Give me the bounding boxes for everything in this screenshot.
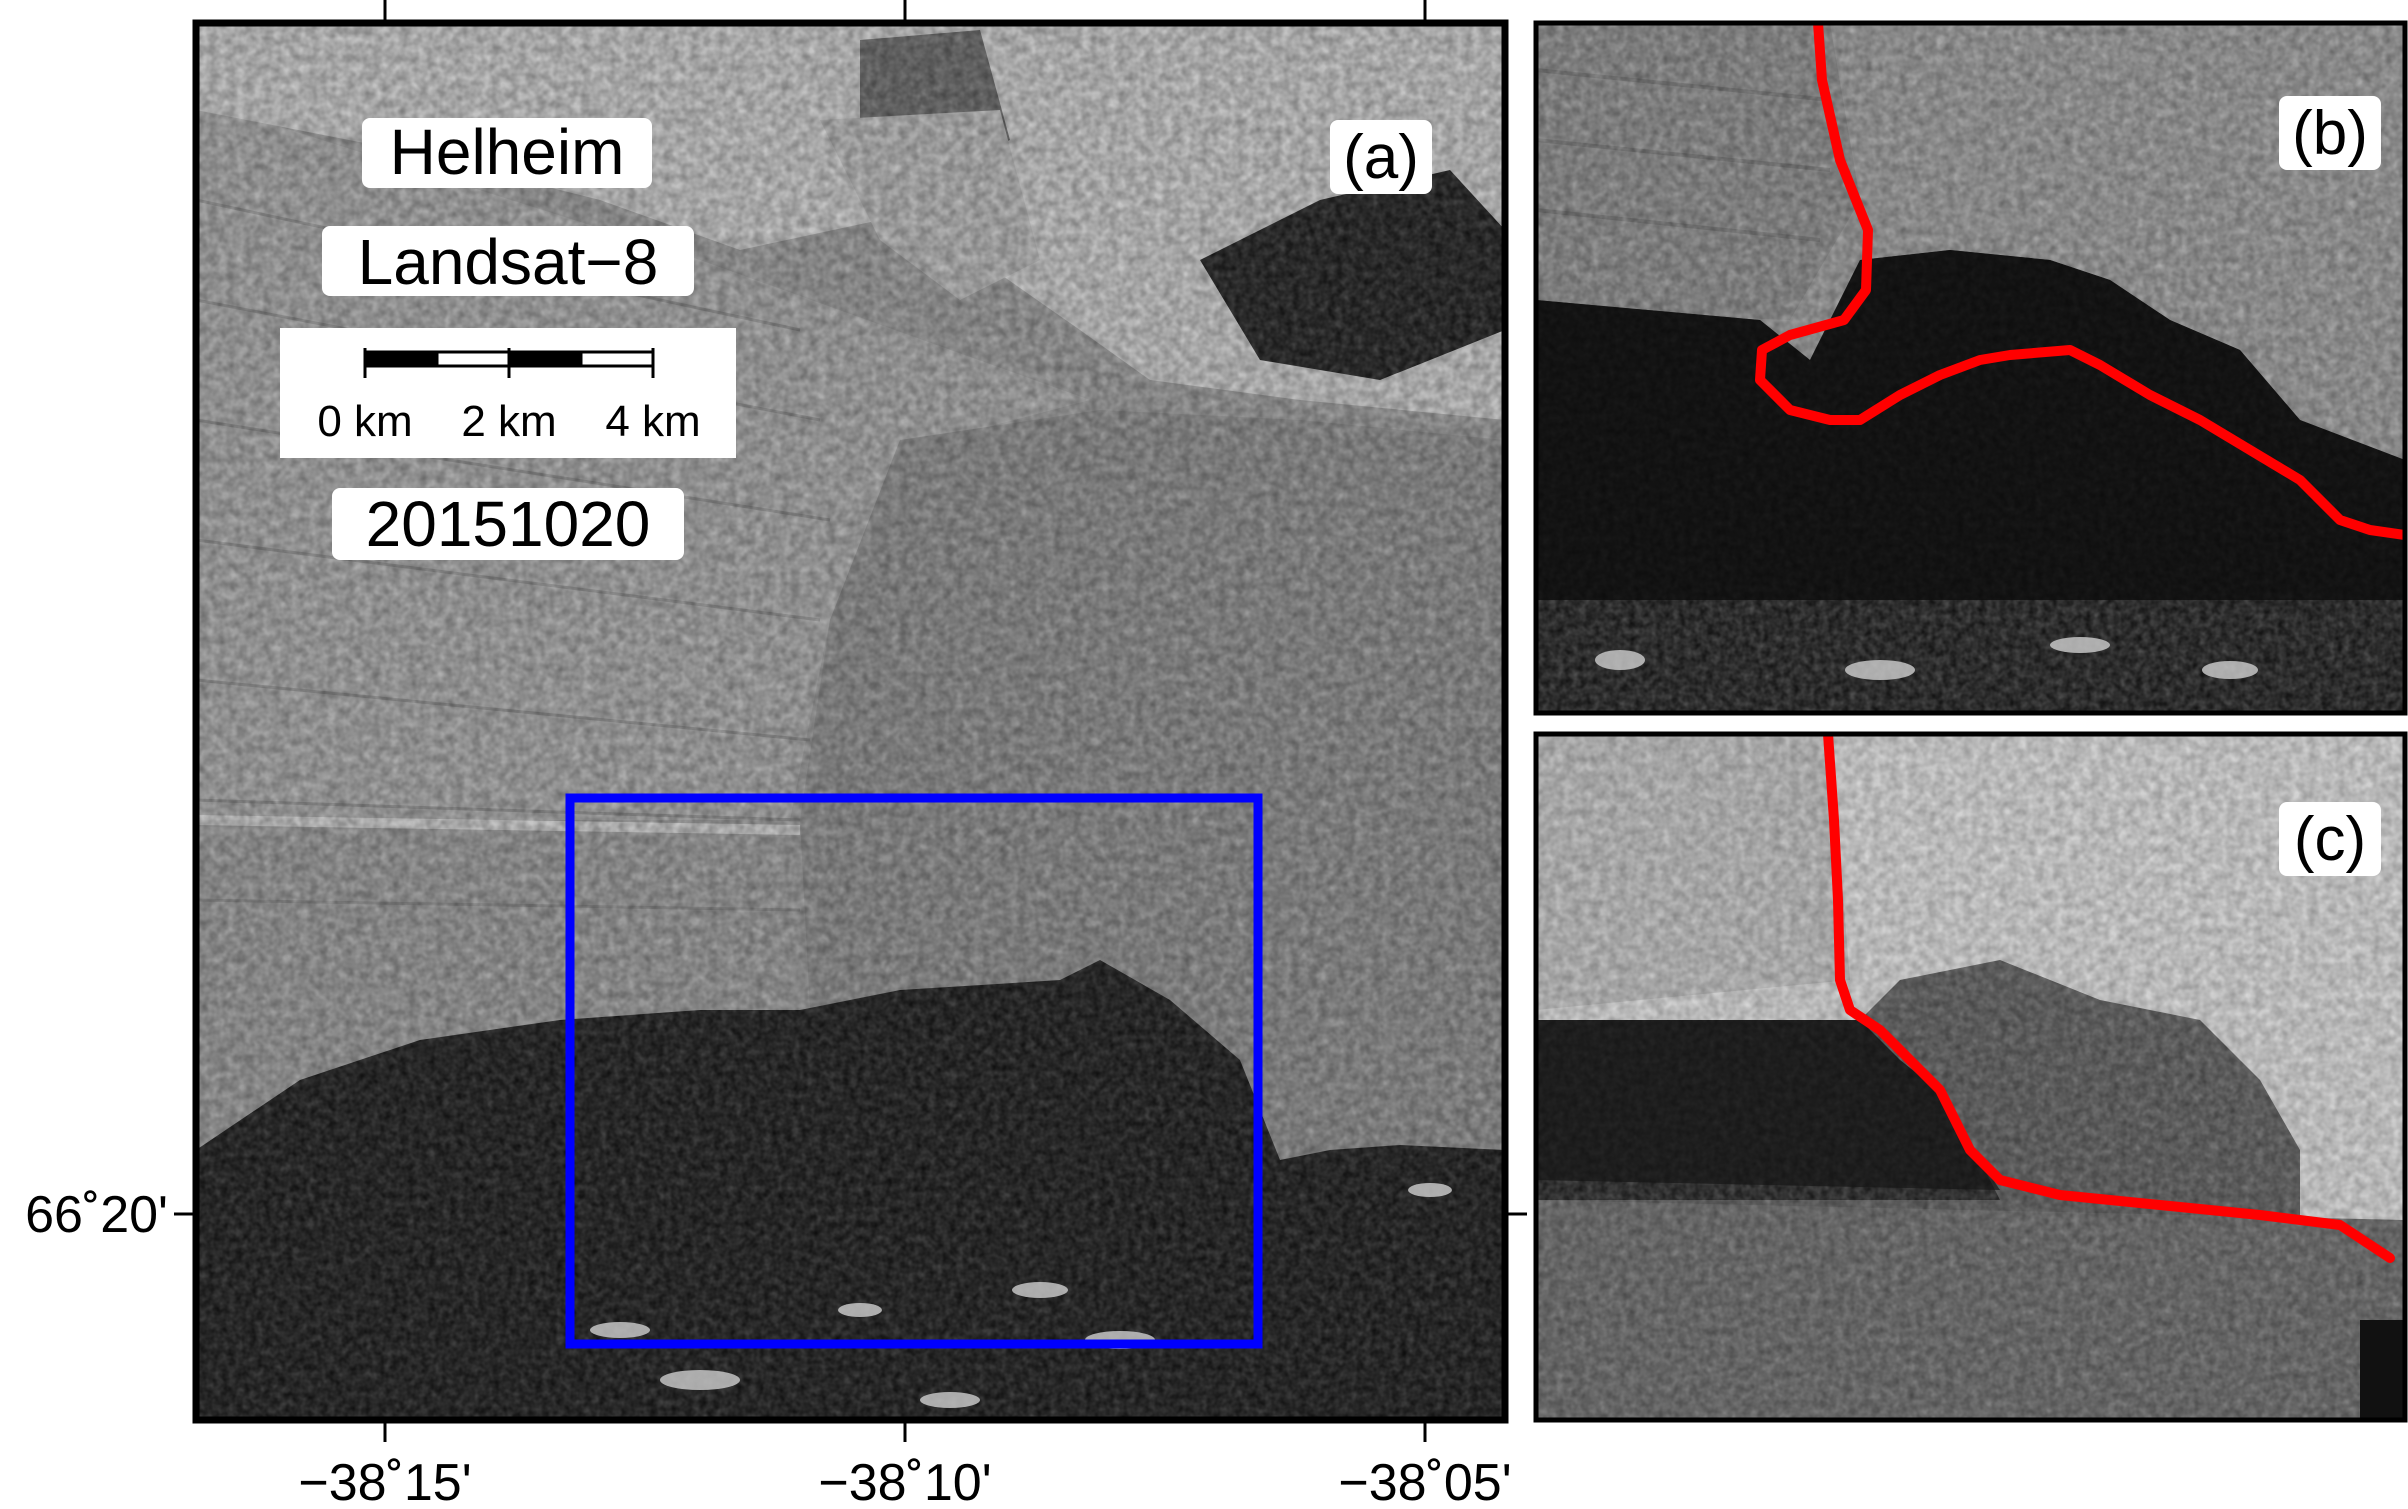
date-box [332,488,684,560]
calving-front-line-b [1755,23,2405,540]
y-tick-label: 66˚20' [25,1186,168,1244]
panel-b-label: (b) [2292,99,2368,168]
panel-a-label-box [1330,120,1432,194]
panel-c-frame [1533,731,2408,1423]
panel-c: (c) [1533,731,2408,1423]
sensor-name: Landsat−8 [358,226,659,298]
panel-b-label-box [2279,96,2381,170]
panel-a-frame [192,19,1509,1424]
inset-box [565,793,1263,1349]
calving-front-line-c [1823,734,2395,1263]
scale-label-2: 2 km [461,397,556,446]
panel-c-label-box [2279,802,2381,876]
panel-b-frame [1533,20,2408,716]
panel-c-image [1536,734,2405,1420]
scale-label-4: 4 km [605,397,700,446]
panel-a: −38˚15' −38˚10' −38˚05' 66˚20' Helheim L… [25,0,1527,1509]
axis-ticks [174,0,1527,1442]
x-tick-label-1: −38˚15' [298,1454,471,1509]
panel-b-image [1536,23,2405,713]
scale-bar: 0 km 2 km 4 km [280,328,736,458]
x-tick-label-2: −38˚10' [818,1454,991,1509]
sensor-box [322,226,694,296]
panel-a-label: (a) [1343,123,1419,192]
panel-b: (b) [1533,20,2408,716]
image-date: 20151020 [366,488,651,560]
x-tick-label-3: −38˚05' [1338,1454,1511,1509]
scale-label-0: 0 km [317,397,412,446]
glacier-name: Helheim [390,116,625,188]
glacier-name-box [362,118,652,188]
panel-c-label: (c) [2294,805,2366,874]
